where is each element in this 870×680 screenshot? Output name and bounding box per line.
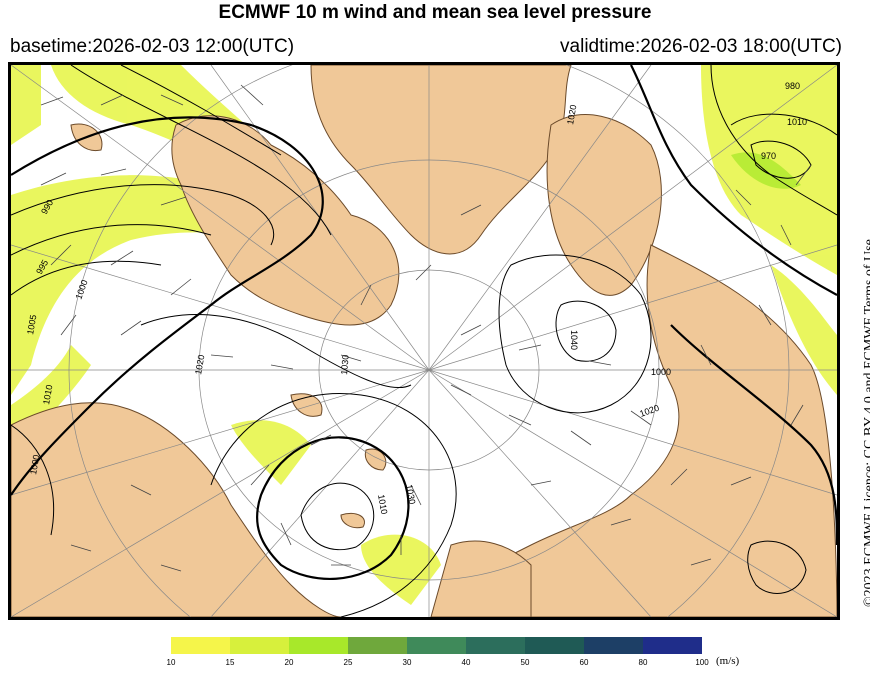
isobar-label: 1030 (404, 484, 417, 505)
wind-arrows (40, 84, 812, 572)
colorbar-segment (171, 637, 230, 654)
colorbar-tick: 25 (343, 658, 353, 667)
colorbar-tick: 20 (284, 658, 294, 667)
colorbar-segment (643, 637, 702, 654)
colorbar-segment (289, 637, 348, 654)
isobar-label: 1000 (28, 454, 41, 475)
colorbar-segment (348, 637, 407, 654)
colorbar-tick: 60 (579, 658, 589, 667)
isobar-label: 1020 (565, 104, 578, 125)
colorbar-segment (584, 637, 643, 654)
wind-speed-colorbar (171, 637, 702, 654)
map-canvas: 990 995 1000 1005 1010 1020 1030 1040 98… (11, 65, 837, 617)
colorbar-segment (525, 637, 584, 654)
isobar-label: 1030 (339, 354, 351, 375)
colorbar-unit: (m/s) (716, 655, 740, 667)
colorbar-tick: 50 (520, 658, 530, 667)
isobar-label: 1010 (787, 117, 807, 127)
colorbar-tick: 100 (695, 658, 709, 667)
colorbar-tick: 10 (166, 658, 176, 667)
basetime-label: basetime:2026-02-03 12:00(UTC) (10, 36, 295, 57)
isobar-label: 980 (785, 81, 800, 91)
graticule (11, 65, 837, 617)
colorbar-segment (230, 637, 289, 654)
weather-map: 990 995 1000 1005 1010 1020 1030 1040 98… (8, 62, 840, 620)
isobar-label: 1005 (25, 314, 38, 335)
isobar-label: 1010 (376, 494, 389, 515)
colorbar-tick: 15 (225, 658, 235, 667)
isobar-label: 1000 (651, 367, 671, 377)
isobar-label: 970 (761, 151, 776, 161)
colorbar-tick: 30 (402, 658, 412, 667)
validtime-label: validtime:2026-02-03 18:00(UTC) (560, 36, 842, 57)
colorbar-tick: 40 (461, 658, 471, 667)
colorbar-segment (466, 637, 525, 654)
isobar-label: 1020 (193, 354, 206, 375)
colorbar-tick: 80 (638, 658, 648, 667)
page-title: ECMWF 10 m wind and mean sea level press… (218, 2, 652, 23)
licence-text: ©2023 ECMWF Licence: CC BY 4.0 and ECMWF… (862, 239, 870, 607)
isobar-label: 1040 (569, 330, 579, 350)
isobar-label: 1010 (41, 384, 54, 405)
colorbar-segment (407, 637, 466, 654)
